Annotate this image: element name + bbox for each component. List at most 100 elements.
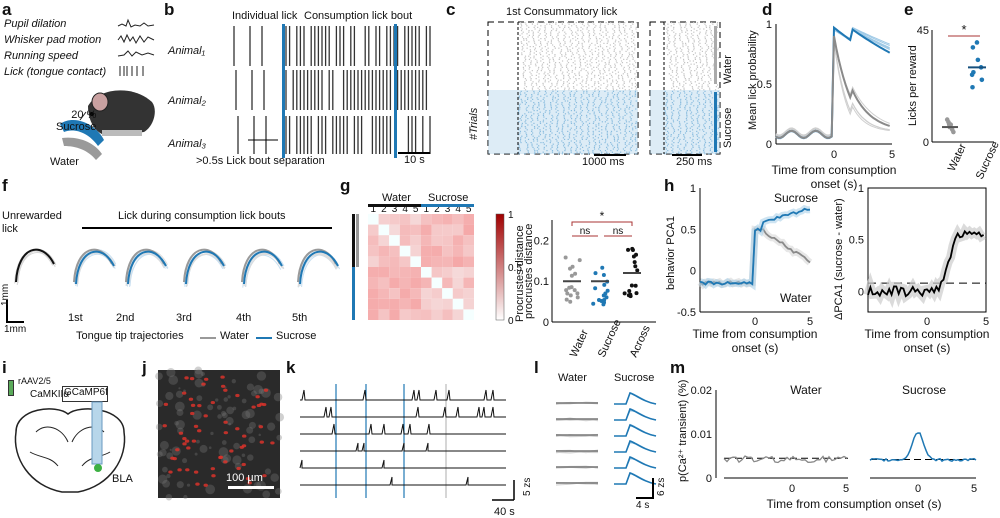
lick-dot [544, 31, 546, 33]
lick-dot [626, 62, 628, 64]
lick-dot [588, 94, 590, 96]
lick-dot [541, 47, 543, 49]
roi-cell [270, 441, 275, 445]
lick-dot [520, 142, 522, 144]
lick-dot [528, 30, 530, 32]
matrix-cell [389, 267, 400, 278]
lick-dot [576, 26, 578, 28]
lick-dot [664, 111, 667, 113]
lick-dot [673, 130, 676, 132]
fov-texture [176, 409, 184, 416]
lick-dot [525, 119, 527, 121]
lick-dot [595, 129, 597, 131]
fov-texture [246, 426, 254, 434]
lick-dot [674, 34, 676, 36]
lick-dot [571, 42, 573, 44]
lick-dot [538, 81, 540, 83]
lick-dot [533, 57, 535, 59]
lick-dot [704, 146, 706, 148]
lick-dot [578, 41, 580, 43]
lick-dot [527, 118, 529, 120]
lick-dot [627, 55, 630, 57]
lick-dot [678, 134, 680, 136]
lick-dot [551, 122, 553, 124]
lick-dot [691, 143, 693, 145]
scale-label-c-right: 250 ms [676, 156, 713, 168]
lick-dot [709, 87, 711, 89]
lick-dot [624, 111, 627, 113]
lick-dot [605, 100, 607, 102]
lick-dot [710, 143, 712, 145]
lick-dot [564, 26, 566, 28]
lick-dot [697, 79, 699, 81]
lick-dot [540, 153, 542, 155]
lick-dot [628, 143, 630, 145]
lick-dot [671, 111, 673, 113]
lick-dot [550, 148, 552, 150]
lick-dot [594, 44, 596, 46]
lick-dot [602, 76, 605, 78]
lick-dot [677, 76, 679, 78]
lick-dot [529, 71, 531, 73]
lick-dot [613, 146, 616, 148]
lick-dot [705, 97, 707, 99]
lick-dot [672, 113, 674, 115]
lick-dot [630, 146, 632, 148]
lick-dot [530, 100, 532, 102]
lick-dot [687, 62, 689, 64]
lick-dot [687, 58, 690, 60]
lick-dot [528, 41, 530, 43]
lick-dot [664, 25, 666, 27]
lick-dot [622, 90, 624, 92]
lick-dot [587, 71, 589, 73]
lick-dot [525, 28, 528, 30]
lick-dot [525, 134, 528, 136]
lick-dot [573, 137, 575, 139]
lick-dot [570, 127, 572, 129]
lick-dot [606, 46, 608, 48]
l-sucrose-header: Sucrose [614, 372, 655, 384]
lick-dot [518, 111, 520, 113]
g-point [633, 283, 638, 288]
lick-dot [572, 62, 574, 64]
lick-dot [629, 79, 631, 81]
lick-dot [707, 86, 709, 88]
lick-dot [626, 106, 628, 108]
lick-dot [542, 119, 545, 121]
lick-dot [686, 116, 688, 118]
lick-dot [604, 26, 606, 28]
lick-dot [699, 31, 701, 33]
lick-dot [702, 82, 705, 84]
lick-dot [619, 44, 621, 46]
lick-dot [563, 38, 565, 40]
lick-dot [523, 63, 525, 65]
lick-dot [595, 38, 598, 40]
lick-dot [570, 50, 572, 52]
lick-dot [518, 105, 521, 107]
lick-dot [560, 63, 562, 65]
lick-dot [690, 103, 692, 105]
lick-dot [593, 153, 595, 155]
lick-dot [670, 25, 672, 27]
lick-dot [664, 110, 666, 112]
lick-dot [549, 110, 551, 112]
lick-dot [538, 30, 540, 32]
lick-dot [549, 58, 551, 60]
lick-dot [579, 127, 581, 129]
lick-dot [582, 130, 584, 132]
m-xtick: 0 [789, 483, 795, 495]
lick-dot [563, 106, 565, 108]
lick-dot [716, 23, 718, 25]
lick-dot [563, 97, 565, 99]
fov-texture [194, 369, 204, 379]
water-side-label: Water [722, 55, 734, 84]
lick-dot [529, 52, 531, 54]
lick-dot [631, 46, 633, 48]
lick-dot [679, 47, 682, 49]
lick-dot [616, 81, 619, 83]
lick-dot [597, 137, 600, 139]
lick-dot [703, 124, 705, 126]
g-cat: Across [628, 323, 653, 359]
lick-dot [552, 58, 554, 60]
lick-dot [532, 98, 534, 100]
